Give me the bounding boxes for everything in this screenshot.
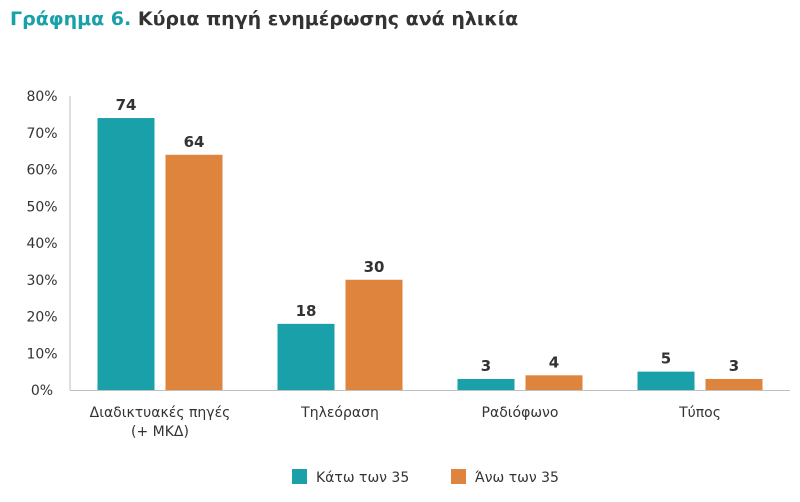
- bar-series2: [345, 279, 403, 390]
- x-tick-label: Διαδικτυακές πηγές: [90, 405, 231, 421]
- bar-series1: [637, 371, 695, 390]
- y-tick-label: 0%: [31, 383, 53, 399]
- y-axis: 0% 10% 20% 30% 40% 50% 60% 70% 80%: [26, 89, 71, 399]
- bar-series1: [277, 323, 335, 390]
- data-label: 4: [549, 353, 559, 371]
- data-label: 74: [116, 96, 137, 114]
- chart-title-text: Κύρια πηγή ενημέρωσης ανά ηλικία: [137, 8, 519, 30]
- y-tick-label: 20%: [26, 310, 57, 326]
- y-tick-label: 40%: [26, 236, 57, 252]
- x-tick-label: Τύπος: [678, 405, 721, 421]
- x-axis: Διαδικτυακές πηγές (+ ΜΚΔ) Τηλεόραση Ραδιόφ…: [70, 390, 790, 440]
- bar-series1: [457, 378, 515, 390]
- legend-swatch: [451, 469, 466, 484]
- legend-label: Κάτω των 35: [316, 470, 409, 486]
- data-label: 3: [481, 357, 491, 375]
- x-tick-label: Τηλεόραση: [300, 405, 379, 421]
- y-tick-label: 60%: [26, 163, 57, 179]
- legend-label: Άνω των 35: [475, 470, 559, 486]
- bars: 74 64 18 30 3 4 5 3: [97, 96, 763, 391]
- legend: Κάτω των 35 Άνω των 35: [292, 469, 559, 486]
- y-tick-label: 50%: [26, 199, 57, 215]
- y-tick-label: 10%: [26, 346, 57, 362]
- bar-series2: [525, 375, 583, 390]
- data-label: 5: [661, 350, 671, 368]
- y-tick-label: 80%: [26, 89, 57, 105]
- legend-swatch: [292, 469, 307, 484]
- data-label: 64: [184, 133, 205, 151]
- data-label: 18: [296, 302, 317, 320]
- y-tick-label: 70%: [26, 126, 57, 142]
- bar-series1: [97, 118, 155, 391]
- data-label: 3: [729, 357, 739, 375]
- data-label: 30: [364, 258, 385, 276]
- x-tick-label: (+ ΜΚΔ): [131, 424, 189, 440]
- y-tick-label: 30%: [26, 273, 57, 289]
- bar-series2: [705, 378, 763, 390]
- chart-title-number: Γράφημα 6.: [10, 8, 132, 30]
- chart-title: Γράφημα 6. Κύρια πηγή ενημέρωσης ανά ηλι…: [10, 8, 518, 30]
- bar-series2: [165, 154, 223, 390]
- x-tick-label: Ραδιόφωνο: [482, 405, 559, 421]
